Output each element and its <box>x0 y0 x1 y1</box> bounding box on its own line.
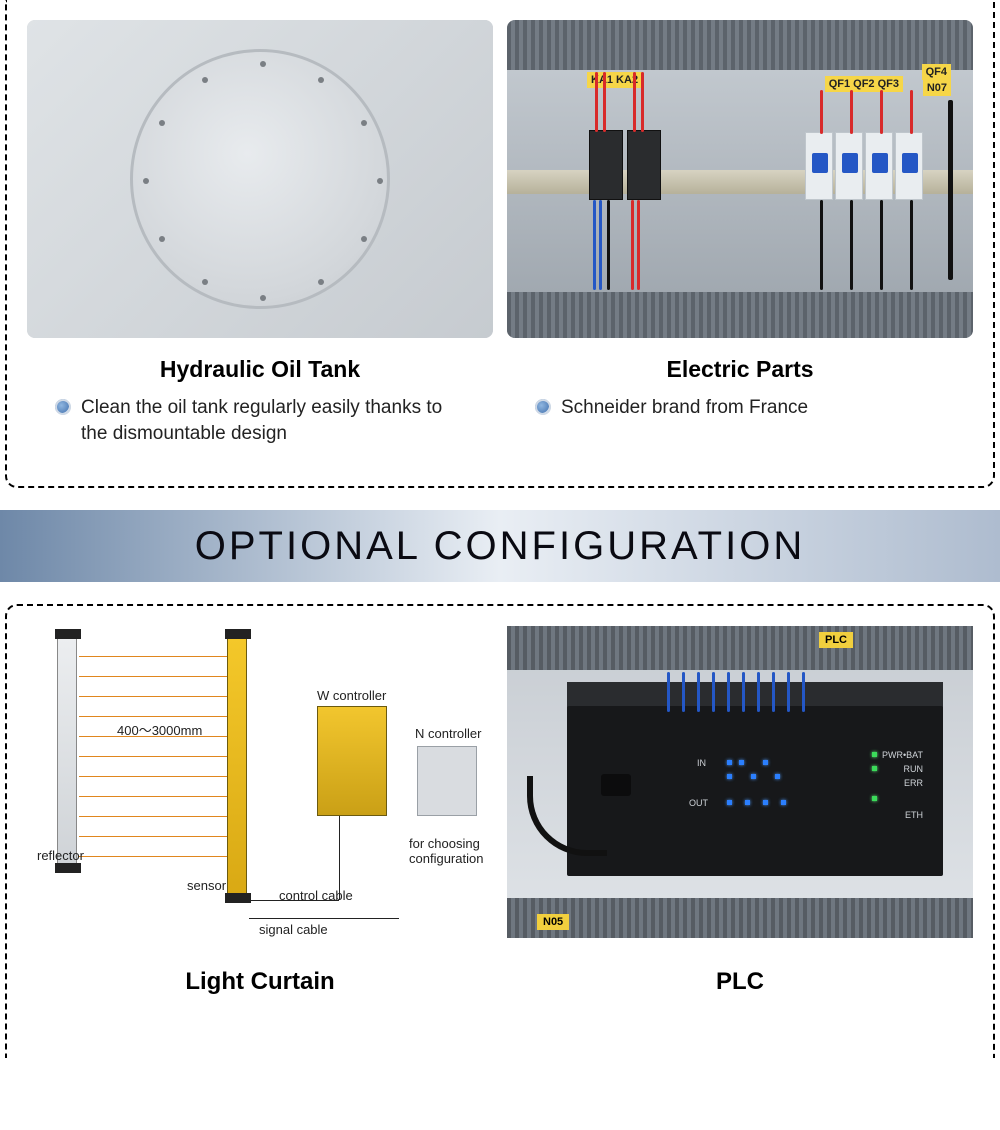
label-sensor: sensor <box>187 878 226 893</box>
desc-row-oil-tank: Clean the oil tank regularly easily than… <box>27 395 493 446</box>
bullet-icon <box>535 399 551 415</box>
image-light-curtain: 400～3000mm reflector sensor W controller… <box>27 626 493 938</box>
bullet-icon <box>55 399 71 415</box>
n-controller <box>417 746 477 816</box>
desc-row-electric: Schneider brand from France <box>507 395 973 421</box>
label-reflector: reflector <box>37 848 84 863</box>
features-box-bottom: 400～3000mm reflector sensor W controller… <box>5 604 995 1058</box>
title-light-curtain: Light Curtain <box>27 968 493 996</box>
image-electric-parts: KA1 KA2 QF1 QF2 QF3 QF4 N07 <box>507 20 973 338</box>
title-electric-parts: Electric Parts <box>507 356 973 383</box>
desc-electric: Schneider brand from France <box>561 395 808 421</box>
features-box-top: Hydraulic Oil Tank Clean the oil tank re… <box>5 0 995 488</box>
label-range: 400～3000mm <box>117 720 202 739</box>
label-signal-cable: signal cable <box>259 922 328 937</box>
card-electric-parts: KA1 KA2 QF1 QF2 QF3 QF4 N07 <box>507 20 973 446</box>
card-plc: PLC N05 IN OUT PWR•BAT RUN ERR ETH <box>507 626 973 1008</box>
reflector-bar <box>57 636 77 866</box>
tag-n05: N05 <box>537 914 569 930</box>
label-choosing: for choosing configuration <box>409 836 489 866</box>
title-plc: PLC <box>507 968 973 996</box>
features-row: Hydraulic Oil Tank Clean the oil tank re… <box>27 20 973 446</box>
banner-text: OPTIONAL CONFIGURATION <box>195 524 805 569</box>
title-oil-tank: Hydraulic Oil Tank <box>27 356 493 383</box>
desc-oil-tank: Clean the oil tank regularly easily than… <box>81 395 465 446</box>
optional-row: 400～3000mm reflector sensor W controller… <box>27 626 973 1008</box>
card-hydraulic-oil-tank: Hydraulic Oil Tank Clean the oil tank re… <box>27 20 493 446</box>
banner-optional-config: OPTIONAL CONFIGURATION <box>0 510 1000 582</box>
oil-tank-plate <box>130 49 390 309</box>
card-light-curtain: 400～3000mm reflector sensor W controller… <box>27 626 493 1008</box>
image-oil-tank <box>27 20 493 338</box>
label-wctrl: W controller <box>317 688 386 703</box>
tag-n07: N07 <box>923 80 951 96</box>
image-plc: PLC N05 IN OUT PWR•BAT RUN ERR ETH <box>507 626 973 938</box>
sensor-bar <box>227 636 247 896</box>
tag-qf: QF1 QF2 QF3 <box>825 76 903 92</box>
tag-plc: PLC <box>819 632 853 648</box>
label-nctrl: N controller <box>415 726 481 741</box>
w-controller <box>317 706 387 816</box>
label-control-cable: control cable <box>279 888 353 903</box>
tag-qf4: QF4 <box>922 64 951 80</box>
